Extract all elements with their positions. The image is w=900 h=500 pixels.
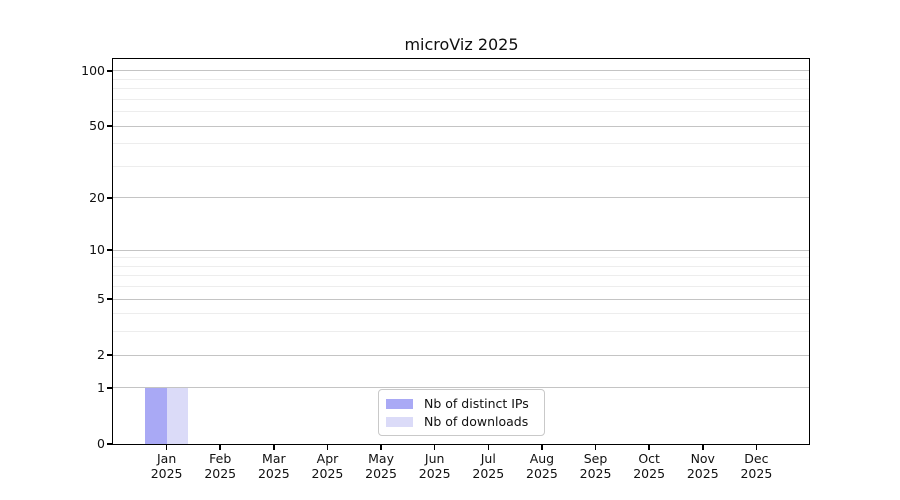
gridline-minor <box>113 111 809 113</box>
x-tick-mark <box>541 445 543 450</box>
plot-area <box>112 58 810 445</box>
gridline-major <box>113 387 809 389</box>
x-tick-label: Jun 2025 <box>418 451 451 481</box>
legend-item-downloads: Nb of downloads <box>386 415 544 428</box>
y-tick-mark <box>107 197 112 199</box>
gridline-minor <box>113 257 809 259</box>
x-tick-label: Feb 2025 <box>204 451 237 481</box>
gridline-major <box>113 249 809 251</box>
gridline-minor <box>113 88 809 90</box>
gridline-major <box>113 298 809 300</box>
x-tick-label: Oct 2025 <box>633 451 666 481</box>
x-tick-mark <box>326 445 329 450</box>
y-tick-label: 0 <box>97 436 105 451</box>
gridline-major <box>113 125 809 127</box>
y-tick-label: 5 <box>97 291 105 307</box>
y-tick-label: 100 <box>81 62 105 78</box>
y-tick-mark <box>107 249 112 251</box>
gridline-minor <box>113 165 809 167</box>
chart-title: microViz 2025 <box>404 35 519 54</box>
x-tick-mark <box>219 445 222 450</box>
gridline-major <box>113 354 809 356</box>
x-tick-label: Jul 2025 <box>472 451 505 481</box>
legend-item-distinct-ips: Nb of distinct IPs <box>386 397 544 410</box>
x-tick-label: Nov 2025 <box>686 451 719 481</box>
legend-swatch-distinct-ips <box>386 398 413 409</box>
gridline-major <box>113 70 809 72</box>
x-tick-label: Mar 2025 <box>257 451 290 481</box>
y-tick-label: 1 <box>97 379 105 395</box>
legend-label-distinct-ips: Nb of distinct IPs <box>424 396 529 411</box>
x-tick-label: Jan 2025 <box>150 451 183 481</box>
x-tick-mark <box>433 445 436 450</box>
y-tick-label: 10 <box>89 242 105 258</box>
gridline-minor <box>113 98 809 100</box>
x-tick-mark <box>755 445 758 450</box>
legend-label-downloads: Nb of downloads <box>424 414 529 429</box>
x-tick-label: Dec 2025 <box>740 451 773 481</box>
bars-layer <box>113 59 809 444</box>
gridline-minor <box>113 275 809 277</box>
y-tick-mark <box>107 125 112 127</box>
x-tick-label: Apr 2025 <box>311 451 344 481</box>
x-tick-label: Aug 2025 <box>526 451 558 481</box>
x-tick-mark <box>380 445 382 450</box>
y-tick-mark <box>107 70 112 72</box>
y-tick-mark <box>107 387 112 389</box>
bar-nb-of-distinct-ips-jan <box>145 387 167 444</box>
y-tick-label: 50 <box>89 118 105 134</box>
x-tick-mark <box>648 445 650 450</box>
x-tick-mark <box>165 445 168 450</box>
x-tick-mark <box>594 445 597 450</box>
gridline-minor <box>113 286 809 288</box>
x-tick-mark <box>701 445 704 450</box>
bar-nb-of-downloads-jan <box>166 387 189 444</box>
y-tick-mark <box>107 443 112 445</box>
x-tick-label: Sep 2025 <box>579 451 612 481</box>
gridline-minor <box>113 313 809 315</box>
grid-layer <box>113 59 809 444</box>
x-tick-label: May 2025 <box>365 451 397 481</box>
legend: Nb of distinct IPs Nb of downloads <box>378 389 545 436</box>
y-tick-label: 2 <box>97 347 105 363</box>
x-tick-mark <box>273 445 275 450</box>
gridline-minor <box>113 265 809 267</box>
y-tick-mark <box>107 298 112 300</box>
gridline-minor <box>113 143 809 145</box>
legend-swatch-downloads <box>386 416 413 427</box>
gridline-minor <box>113 331 809 333</box>
gridline-minor <box>113 78 809 80</box>
x-tick-mark <box>487 445 490 450</box>
y-tick-mark <box>107 354 112 356</box>
gridline-major <box>113 197 809 199</box>
y-tick-label: 20 <box>89 189 105 205</box>
